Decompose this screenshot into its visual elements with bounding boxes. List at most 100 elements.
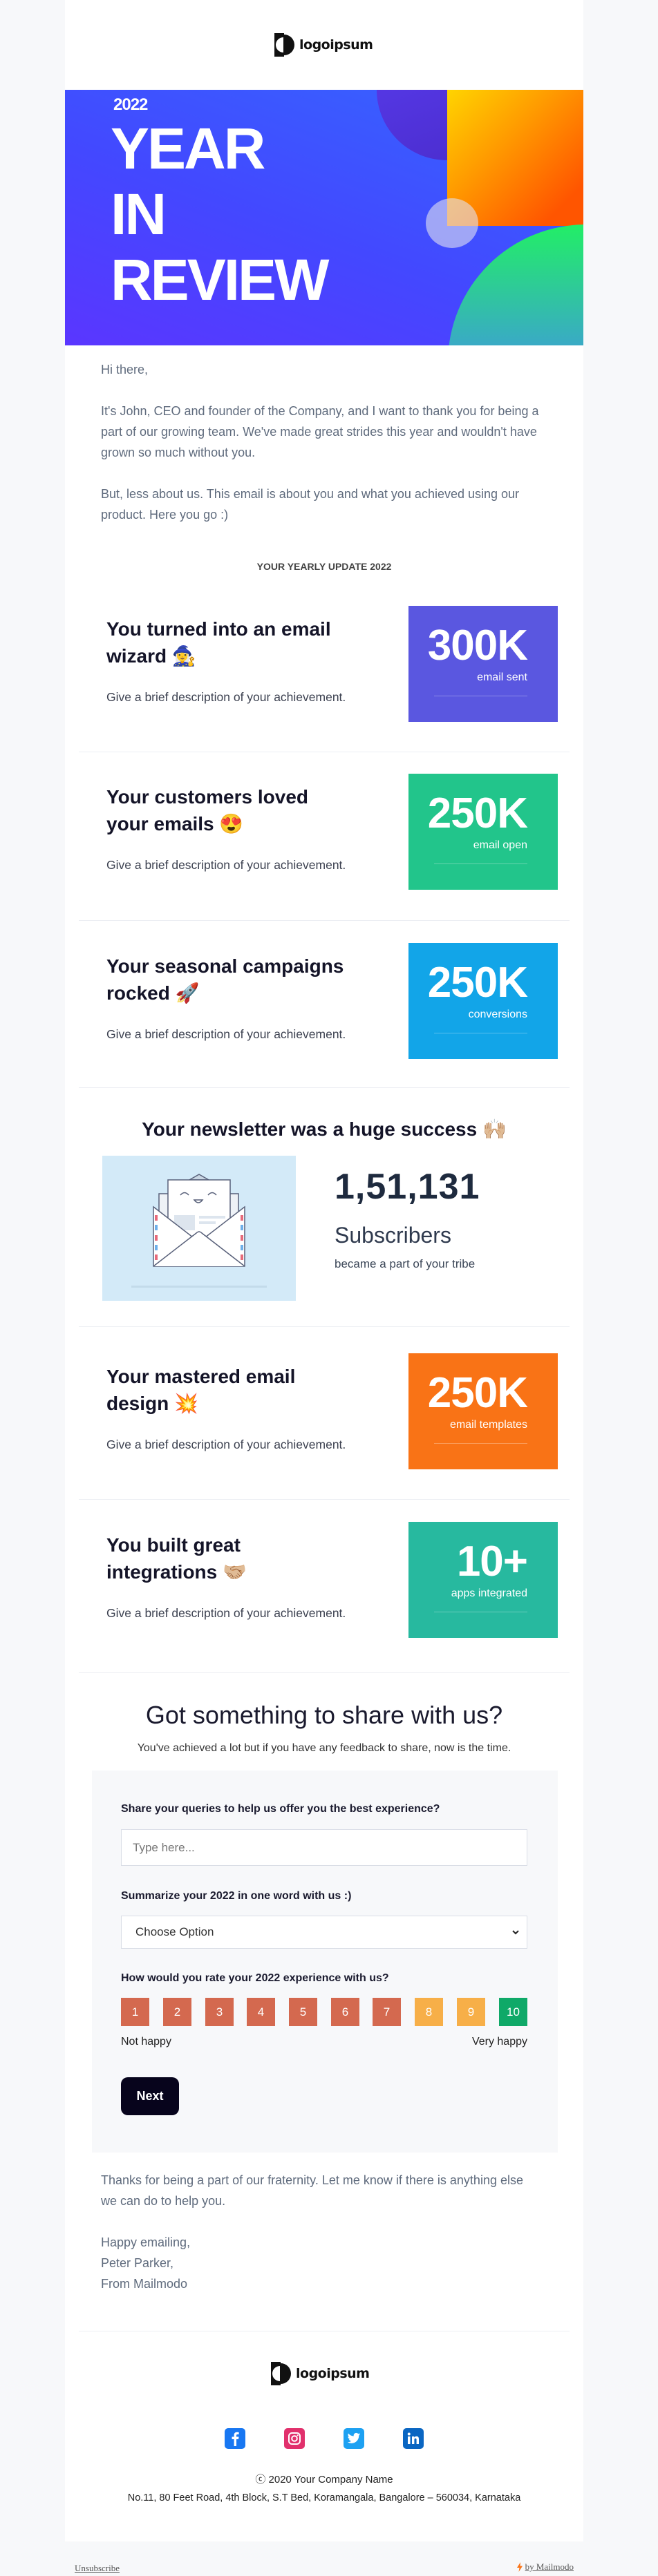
- stat-label: email open: [473, 839, 527, 851]
- achievement-title-text: You built great integrations: [106, 1534, 241, 1583]
- closing-paragraph: Thanks for being a part of our fraternit…: [101, 2173, 523, 2208]
- subscriber-caption: became a part of your tribe: [335, 1257, 476, 1270]
- raising-hands-emoji: 🙌🏼: [482, 1118, 507, 1140]
- stat-value: 300K: [427, 622, 528, 669]
- newsletter-illustration: [102, 1156, 296, 1301]
- instagram-icon[interactable]: [284, 2428, 305, 2449]
- achievement-title: Your seasonal campaigns rocked 🚀: [106, 953, 355, 1006]
- next-button[interactable]: Next: [121, 2077, 179, 2115]
- intro-paragraph-2: But, less about us. This email is about …: [101, 487, 520, 522]
- subscriber-unit: Subscribers: [335, 1223, 451, 1248]
- stat-box: 300K email sent: [408, 606, 558, 722]
- email-container: logoipsum 2022 YEAR IN REVIEW Hi there, …: [65, 0, 583, 2541]
- divider: [79, 1499, 570, 1500]
- stat-value: 250K: [427, 790, 528, 837]
- powered-by-link[interactable]: by Mailmodo: [516, 2561, 574, 2573]
- signoff-name: Peter Parker,: [101, 2256, 174, 2270]
- achievement-emoji: 😍: [219, 813, 244, 834]
- query-input[interactable]: [121, 1829, 527, 1866]
- divider: [79, 1672, 570, 1673]
- twitter-icon[interactable]: [344, 2428, 364, 2449]
- stat-value: 10+: [456, 1538, 528, 1585]
- achievement-title: You turned into an email wizard 🧙‍♀️: [106, 616, 355, 669]
- subscriber-count: 1,51,131: [335, 1167, 480, 1207]
- newsletter-title: Your newsletter was a huge success 🙌🏼: [65, 1118, 583, 1141]
- achievement-title-text: Your mastered email design: [106, 1366, 296, 1414]
- achievement-emoji: 🧙‍♀️: [171, 645, 196, 667]
- rating-button-6[interactable]: 6: [331, 1998, 359, 2026]
- rating-button-7[interactable]: 7: [373, 1998, 401, 2026]
- rating-high-label: Very happy: [471, 2036, 527, 2048]
- divider: [79, 1087, 570, 1088]
- stat-label: apps integrated: [451, 1587, 527, 1599]
- achievement-emoji: 🤝🏼: [223, 1561, 247, 1583]
- achievement-description: Give a brief description of your achieve…: [106, 690, 346, 704]
- logo-mark-icon: [271, 2362, 291, 2385]
- hero-title-in: IN: [111, 182, 167, 247]
- rating-button-9[interactable]: 9: [457, 1998, 485, 2026]
- logo-text: logoipsum: [296, 2366, 370, 2381]
- stat-label: conversions: [468, 1009, 527, 1020]
- summary-label: Summarize your 2022 in one word with us …: [121, 1890, 352, 1902]
- achievement-description: Give a brief description of your achieve…: [106, 858, 346, 872]
- achievement-title: Your customers loved your emails 😍: [106, 783, 355, 837]
- rating-button-8[interactable]: 8: [415, 1998, 443, 2026]
- rating-button-5[interactable]: 5: [289, 1998, 317, 2026]
- copyright: ⓒ 2020 Your Company Name: [255, 2474, 393, 2486]
- rating-button-2[interactable]: 2: [163, 1998, 191, 2026]
- powered-by-text: by Mailmodo: [525, 2561, 574, 2572]
- intro-paragraph: It's John, CEO and founder of the Compan…: [101, 404, 539, 459]
- unsubscribe-link[interactable]: Unsubscribe: [75, 2563, 120, 2573]
- achievement-emoji: 🚀: [175, 982, 200, 1004]
- stat-underline: [434, 1443, 527, 1444]
- query-label: Share your queries to help us offer you …: [121, 1803, 440, 1815]
- achievement-title: You built great integrations 🤝🏼: [106, 1532, 355, 1585]
- achievement-title-text: Your customers loved your emails: [106, 786, 309, 834]
- rating-button-3[interactable]: 3: [205, 1998, 234, 2026]
- logo-mark-icon: [274, 33, 294, 57]
- rating-button-10[interactable]: 10: [499, 1998, 527, 2026]
- lightning-icon: [516, 2562, 523, 2572]
- rating-button-4[interactable]: 4: [247, 1998, 275, 2026]
- header-logo: logoipsum: [274, 33, 373, 57]
- newsletter-title-text: Your newsletter was a huge success: [142, 1118, 478, 1140]
- stat-box: 250K email open: [408, 774, 558, 890]
- hero-year: 2022: [113, 95, 148, 114]
- feedback-form: Share your queries to help us offer you …: [92, 1771, 558, 2153]
- stat-box: 10+ apps integrated: [408, 1522, 558, 1638]
- achievement-title-text: You turned into an email wizard: [106, 618, 331, 667]
- achievement-description: Give a brief description of your achieve…: [106, 1606, 346, 1620]
- feedback-subtitle: You've achieved a lot but if you have an…: [137, 1742, 511, 1754]
- summary-select[interactable]: Choose Option: [121, 1916, 527, 1949]
- company-address: No.11, 80 Feet Road, 4th Block, S.T Bed,…: [127, 2492, 521, 2503]
- hero-banner: 2022 YEAR IN REVIEW: [65, 90, 583, 345]
- signoff-line: Happy emailing,: [101, 2235, 191, 2249]
- achievement-description: Give a brief description of your achieve…: [106, 1438, 346, 1451]
- rating-label: How would you rate your 2022 experience …: [121, 1972, 389, 1984]
- hero-glass-circle: [426, 198, 478, 248]
- achievement-description: Give a brief description of your achieve…: [106, 1027, 346, 1041]
- signoff-company: From Mailmodo: [101, 2277, 188, 2291]
- footer-logo: logoipsum: [271, 2361, 370, 2386]
- logo-text: logoipsum: [299, 37, 373, 53]
- stat-box: 250K conversions: [408, 943, 558, 1059]
- stat-box: 250K email templates: [408, 1353, 558, 1469]
- rating-low-label: Not happy: [121, 2036, 171, 2048]
- achievement-title-text: Your seasonal campaigns rocked: [106, 955, 344, 1004]
- achievement-title: Your mastered email design 💥: [106, 1363, 355, 1417]
- hero-title-year: YEAR: [111, 116, 265, 181]
- hero-orange-square: [447, 90, 583, 226]
- hero-title-review: REVIEW: [111, 247, 329, 312]
- rating-button-1[interactable]: 1: [121, 1998, 149, 2026]
- stat-value: 250K: [427, 959, 528, 1006]
- summary-select-value: Choose Option: [135, 1925, 214, 1938]
- linkedin-icon[interactable]: [403, 2428, 424, 2449]
- section-title: YOUR YEARLY UPDATE 2022: [256, 561, 392, 572]
- chevron-down-icon: [512, 1930, 519, 1935]
- stat-label: email sent: [477, 671, 527, 683]
- feedback-title: Got something to share with us?: [145, 1701, 503, 1729]
- achievement-emoji: 💥: [174, 1393, 198, 1414]
- divider: [79, 920, 570, 921]
- envelope-icon: [131, 1174, 267, 1288]
- facebook-icon[interactable]: [225, 2428, 245, 2449]
